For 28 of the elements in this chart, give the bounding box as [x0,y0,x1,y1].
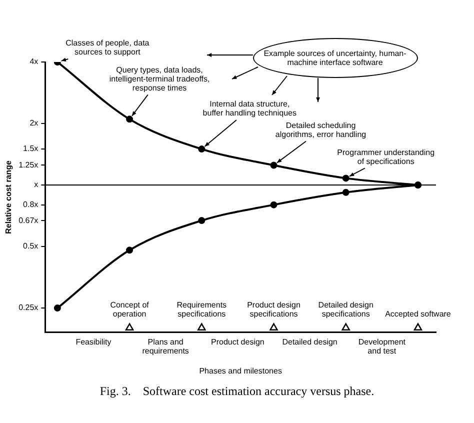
y-tick-label: 4x [30,57,38,66]
annotation: Detailed scheduling algorithms, error handling [275,120,366,139]
y-tick-label: 0.5x [23,242,38,251]
annotation: Query types, data loads, intelligent-terminal tradeoffs, response times [109,65,210,92]
y-axis-title: Relative cost range [4,160,14,234]
x-tick-label: Accepted software [385,310,452,319]
y-tick-label: 0.67x [18,216,38,225]
annotation: Internal data structure, buffer handling techniques [202,100,296,118]
y-tick-label: 0.25x [18,303,38,312]
text: Classes of people, data sources to support [66,38,150,57]
callout-ellipse: Example sources of uncertainty, human-machine interface software [252,38,418,78]
text: Development and test [358,338,406,356]
x-axis-title: Phases and milestones [199,366,282,376]
annotation: Programmer understanding of specifications [337,148,435,166]
y-tick-label: 1.25x [18,160,38,170]
x-tick-label: Detailed design specifications [318,300,374,319]
x-tick-label: Concept of operation [110,300,150,319]
caption: Fig. 3. Software cost estimation accuracy versus phase. [98,384,376,399]
y-tick-label: 0.8x [23,200,38,210]
text: Detailed design [282,338,338,347]
x-tick-label: Requirements specifications [176,300,227,319]
text: Feasibility [76,338,112,347]
y-tick-label: 1.5x [23,144,38,154]
text: Plans and requirements [142,338,189,356]
y-tick-label: 2x [30,118,38,128]
x-tick-label: Product design specifications [247,300,300,319]
y-tick-label: x [34,180,38,190]
text: Product design [211,338,264,347]
